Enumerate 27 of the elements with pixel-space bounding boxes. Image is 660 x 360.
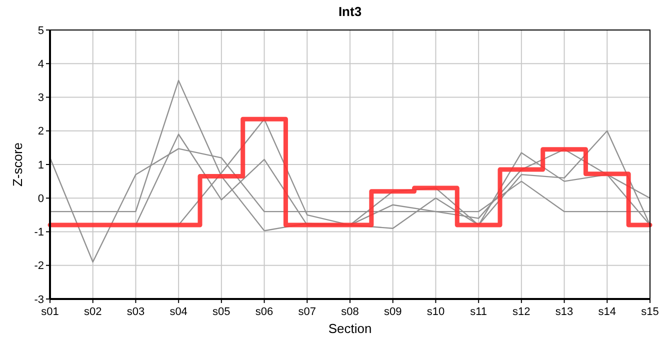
y-tick-label: 2 [38,126,44,138]
x-axis-title: Section [328,321,372,336]
x-tick-label: s12 [512,306,530,318]
x-tick-label: s02 [84,306,102,318]
y-axis-title: Z-score [10,142,25,187]
y-tick-label: -1 [34,226,44,239]
x-tick-label: s06 [255,306,274,318]
y-tick-label: 3 [38,92,44,104]
x-tick-label: s11 [470,306,488,318]
x-tick-label: s07 [298,306,316,318]
x-tick-label: s01 [41,306,59,318]
x-tick-label: s03 [126,306,145,318]
y-tick-label: 5 [38,24,44,37]
x-tick-label: s04 [170,306,188,318]
x-tick-label: s09 [384,306,402,318]
y-tick-label: -2 [34,260,44,272]
x-tick-label: s13 [555,306,574,318]
y-tick-label: 0 [38,192,44,205]
x-tick-label: s14 [598,306,616,318]
x-tick-label: s05 [212,306,230,318]
y-tick-label: 4 [38,58,44,70]
y-tick-label: -3 [34,294,44,306]
x-tick-label: s10 [426,306,445,318]
y-tick-label: 1 [38,159,44,172]
x-tick-label: s08 [341,306,359,318]
x-tick-label: s15 [641,306,659,318]
chart-title: Int3 [338,4,362,19]
